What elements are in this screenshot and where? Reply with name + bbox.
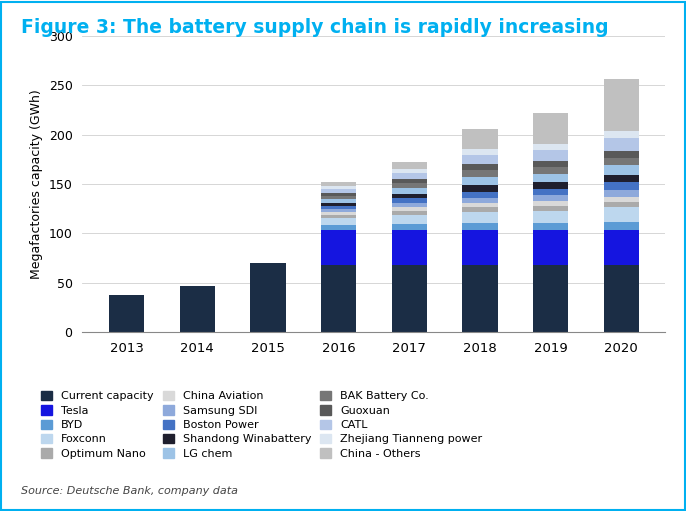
- Bar: [533, 182, 568, 189]
- Bar: [392, 188, 427, 194]
- Bar: [321, 215, 356, 218]
- Legend: Current capacity, Tesla, BYD, Foxconn, Optimum Nano, China Aviation, Samsung SDI: Current capacity, Tesla, BYD, Foxconn, O…: [41, 391, 482, 459]
- Bar: [180, 286, 215, 332]
- Bar: [462, 164, 497, 170]
- Bar: [250, 263, 285, 332]
- Bar: [462, 177, 497, 185]
- Bar: [392, 179, 427, 183]
- Bar: [533, 113, 568, 145]
- Bar: [321, 218, 356, 225]
- Bar: [533, 161, 568, 167]
- Bar: [321, 225, 356, 230]
- Bar: [533, 174, 568, 182]
- Bar: [392, 211, 427, 215]
- Bar: [392, 198, 427, 203]
- Bar: [321, 189, 356, 193]
- Bar: [392, 194, 427, 198]
- Bar: [604, 221, 639, 230]
- Bar: [321, 182, 356, 186]
- Bar: [321, 196, 356, 199]
- Bar: [392, 224, 427, 230]
- Text: Source: Deutsche Bank, company data: Source: Deutsche Bank, company data: [21, 485, 237, 496]
- Bar: [392, 230, 427, 265]
- Bar: [321, 199, 356, 203]
- Bar: [462, 192, 497, 198]
- Bar: [533, 195, 568, 201]
- Bar: [533, 211, 568, 223]
- Bar: [392, 169, 427, 173]
- Bar: [533, 206, 568, 211]
- Bar: [462, 170, 497, 177]
- Bar: [533, 145, 568, 150]
- Bar: [462, 230, 497, 265]
- Bar: [604, 182, 639, 190]
- Bar: [533, 265, 568, 332]
- Bar: [462, 265, 497, 332]
- Bar: [321, 212, 356, 215]
- Bar: [604, 265, 639, 332]
- Bar: [604, 137, 639, 151]
- Bar: [392, 203, 427, 206]
- Bar: [462, 212, 497, 223]
- Y-axis label: Megafactories capacity (GWh): Megafactories capacity (GWh): [30, 89, 43, 279]
- Bar: [604, 202, 639, 206]
- Bar: [109, 295, 144, 332]
- Bar: [604, 206, 639, 221]
- Bar: [462, 223, 497, 230]
- Bar: [533, 201, 568, 206]
- Bar: [533, 223, 568, 230]
- Bar: [462, 206, 497, 212]
- Bar: [321, 265, 356, 332]
- Bar: [462, 129, 497, 149]
- Bar: [392, 265, 427, 332]
- Bar: [462, 198, 497, 203]
- Bar: [604, 79, 639, 131]
- Bar: [392, 215, 427, 224]
- Bar: [533, 230, 568, 265]
- Text: Figure 3: The battery supply chain is rapidly increasing: Figure 3: The battery supply chain is ra…: [21, 18, 608, 37]
- Bar: [392, 206, 427, 211]
- Bar: [604, 158, 639, 165]
- Bar: [533, 150, 568, 161]
- Bar: [392, 162, 427, 169]
- Bar: [462, 149, 497, 155]
- Bar: [533, 167, 568, 174]
- Bar: [604, 175, 639, 182]
- Bar: [392, 183, 427, 188]
- Bar: [321, 193, 356, 196]
- Bar: [392, 173, 427, 179]
- Bar: [321, 186, 356, 189]
- Bar: [321, 230, 356, 265]
- Bar: [604, 151, 639, 158]
- Bar: [604, 230, 639, 265]
- Bar: [604, 165, 639, 175]
- Bar: [462, 185, 497, 192]
- Bar: [604, 131, 639, 137]
- Bar: [321, 208, 356, 212]
- Bar: [533, 189, 568, 195]
- Bar: [604, 190, 639, 197]
- Bar: [462, 203, 497, 206]
- Bar: [604, 197, 639, 202]
- Bar: [462, 155, 497, 164]
- Bar: [321, 203, 356, 206]
- Bar: [321, 206, 356, 208]
